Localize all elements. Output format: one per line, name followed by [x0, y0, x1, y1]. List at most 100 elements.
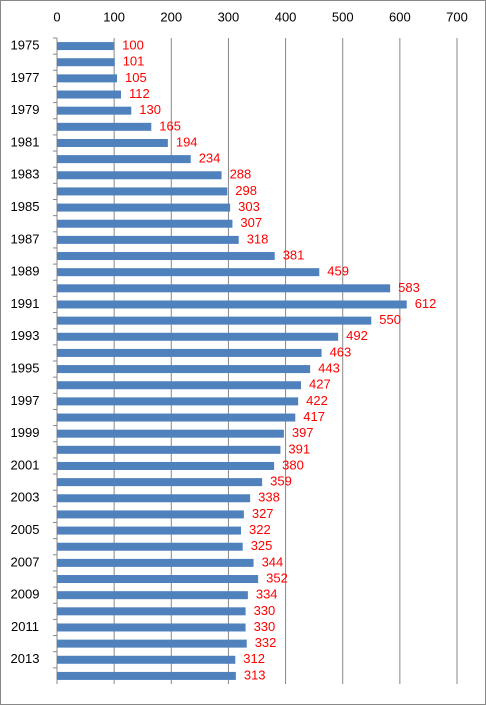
y-tick-label: 2001 — [11, 457, 40, 472]
value-label: 463 — [330, 344, 352, 359]
value-label: 359 — [270, 474, 292, 489]
value-label: 313 — [244, 667, 266, 682]
value-label: 550 — [379, 312, 401, 327]
value-label: 194 — [176, 134, 198, 149]
bar — [57, 639, 247, 648]
bar — [57, 235, 239, 244]
value-label: 381 — [283, 247, 305, 262]
value-label: 330 — [254, 603, 276, 618]
bar — [57, 155, 191, 164]
bar — [57, 510, 244, 519]
value-label: 391 — [288, 441, 310, 456]
bar — [57, 90, 121, 99]
bar — [57, 655, 236, 664]
y-tick-label: 1997 — [11, 393, 40, 408]
value-label: 112 — [129, 86, 150, 101]
bar — [57, 478, 263, 487]
y-tick-label: 1975 — [11, 38, 40, 53]
x-tick-label: 500 — [332, 9, 354, 24]
bar — [57, 413, 296, 422]
x-tick-label: 0 — [53, 9, 60, 24]
bar — [57, 575, 259, 584]
value-label: 322 — [249, 522, 271, 537]
bar — [57, 58, 115, 67]
bar — [57, 122, 152, 131]
y-tick-label: 1979 — [11, 102, 40, 117]
bar — [57, 526, 241, 535]
bar — [57, 494, 251, 503]
value-label: 332 — [255, 635, 277, 650]
value-label: 583 — [398, 280, 420, 295]
x-tick-label: 600 — [389, 9, 411, 24]
y-tick-label: 1989 — [11, 264, 40, 279]
bar — [57, 106, 132, 115]
bar — [57, 252, 275, 261]
bar — [57, 332, 339, 341]
bar — [57, 300, 407, 309]
bar — [57, 429, 284, 438]
bar — [57, 461, 275, 470]
value-label: 312 — [243, 651, 265, 666]
x-tick-label: 300 — [218, 9, 240, 24]
bar — [57, 42, 115, 51]
bar — [57, 671, 236, 680]
value-label: 380 — [282, 457, 304, 472]
y-tick-label: 2011 — [11, 619, 39, 634]
y-tick-label: 2013 — [11, 651, 40, 666]
y-tick-label: 1991 — [11, 296, 40, 311]
bar — [57, 268, 320, 277]
value-label: 422 — [306, 393, 328, 408]
bar — [57, 542, 243, 551]
bar — [57, 381, 301, 390]
bar — [57, 607, 246, 616]
value-label: 492 — [346, 328, 368, 343]
x-tick-label: 200 — [160, 9, 182, 24]
x-tick-label: 700 — [446, 9, 468, 24]
bar — [57, 348, 322, 357]
bar — [57, 219, 233, 228]
value-label: 307 — [240, 215, 262, 230]
value-label: 234 — [199, 151, 221, 166]
y-tick-label: 2009 — [11, 587, 40, 602]
value-label: 325 — [251, 538, 273, 553]
y-tick-label: 1977 — [11, 70, 40, 85]
value-label: 288 — [230, 167, 252, 182]
bar — [57, 138, 168, 147]
value-label: 352 — [266, 570, 288, 585]
bar — [57, 558, 254, 567]
value-label: 334 — [256, 587, 278, 602]
bar — [57, 623, 246, 632]
y-tick-label: 1983 — [11, 167, 40, 182]
value-label: 130 — [139, 102, 161, 117]
value-label: 327 — [252, 506, 274, 521]
value-label: 417 — [303, 409, 325, 424]
value-label: 318 — [247, 231, 269, 246]
value-label: 105 — [125, 70, 147, 85]
x-tick-label: 100 — [103, 9, 125, 24]
bar — [57, 591, 248, 600]
y-tick-label: 1993 — [11, 328, 40, 343]
y-tick-label: 2005 — [11, 522, 40, 537]
bar — [57, 187, 228, 196]
value-label: 338 — [258, 490, 280, 505]
bar — [57, 445, 281, 454]
bar — [57, 284, 391, 293]
value-label: 612 — [415, 296, 437, 311]
value-label: 101 — [123, 54, 145, 69]
value-label: 344 — [262, 554, 284, 569]
y-tick-label: 1995 — [11, 361, 40, 376]
value-label: 330 — [254, 619, 276, 634]
value-label: 165 — [159, 118, 181, 133]
bar — [57, 397, 299, 406]
value-label: 459 — [327, 264, 349, 279]
y-tick-label: 1999 — [11, 425, 40, 440]
y-tick-label: 1981 — [11, 134, 40, 149]
value-label: 427 — [309, 377, 331, 392]
value-label: 397 — [292, 425, 314, 440]
value-label: 443 — [318, 361, 340, 376]
y-tick-label: 1985 — [11, 199, 40, 214]
value-label: 298 — [235, 183, 257, 198]
y-tick-label: 2007 — [11, 554, 40, 569]
bar — [57, 365, 311, 374]
